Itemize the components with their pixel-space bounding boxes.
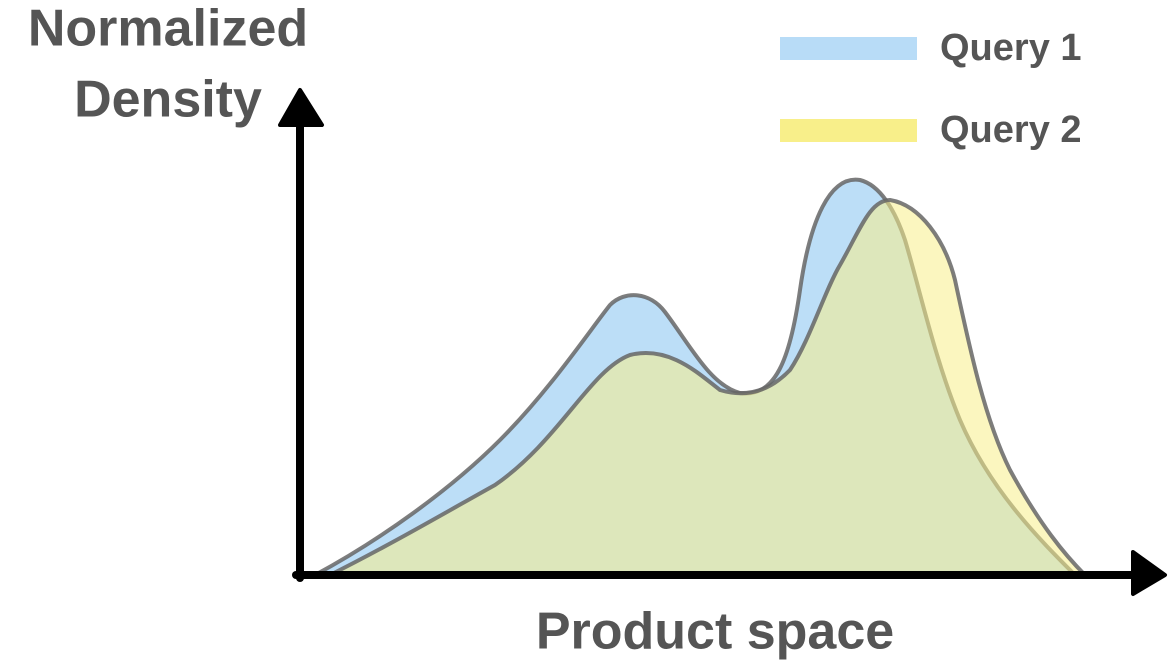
y-label-line-1: Normalized xyxy=(28,0,308,58)
legend-swatch xyxy=(780,37,917,60)
query-2-curve xyxy=(329,197,1090,577)
y-label-line-2: Density xyxy=(74,71,262,129)
legend-label: Query 2 xyxy=(940,109,1082,151)
y-arrow xyxy=(278,88,324,127)
x-arrow xyxy=(1131,550,1167,596)
legend-swatch xyxy=(780,119,917,142)
x-label: Product space xyxy=(536,603,894,661)
legend-label: Query 1 xyxy=(940,27,1082,69)
